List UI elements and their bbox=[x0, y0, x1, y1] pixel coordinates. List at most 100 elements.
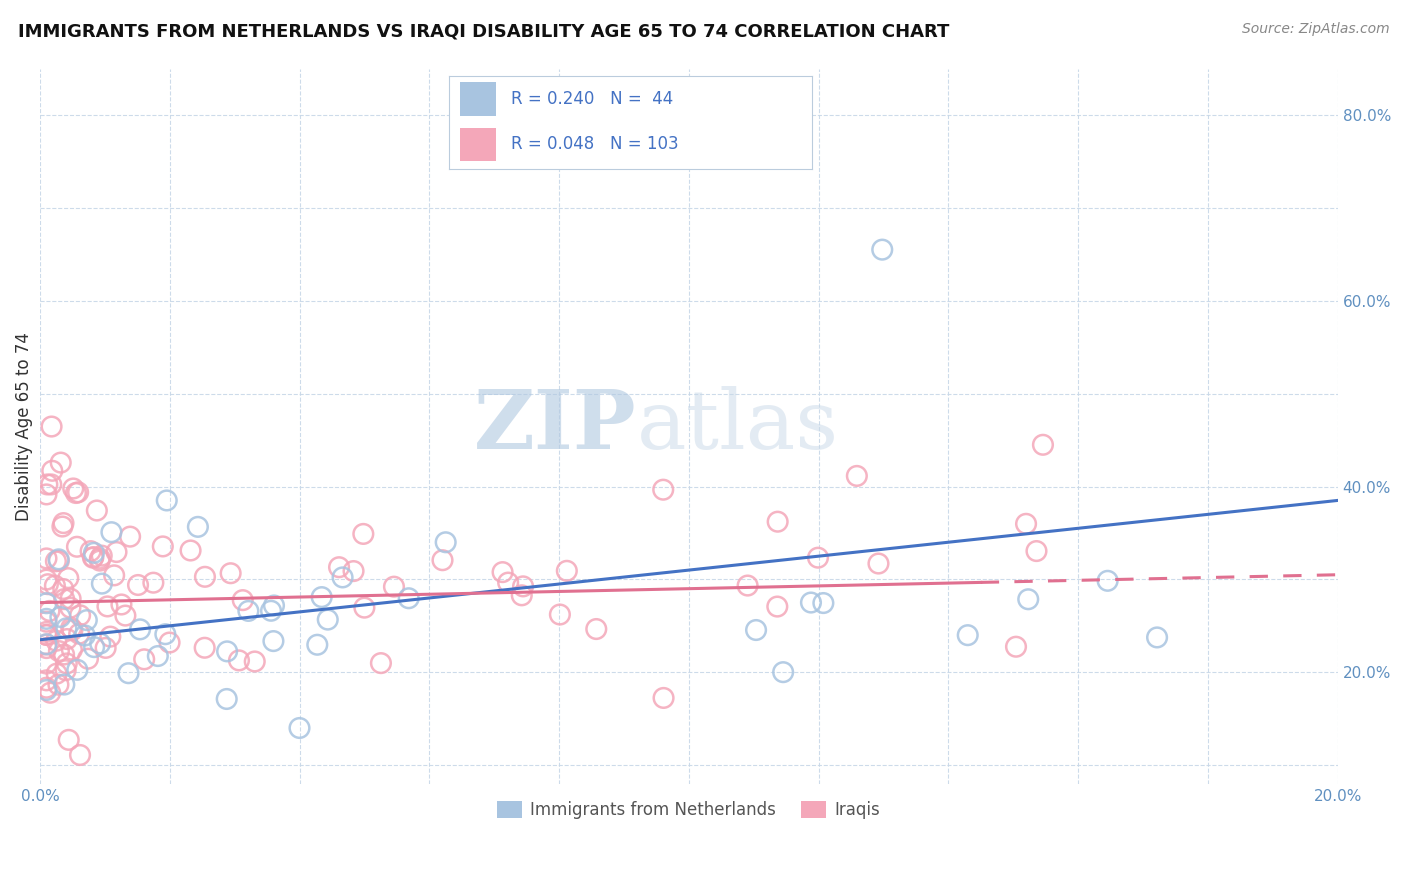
Point bbox=[59, 600, 82, 615]
Point bbox=[232, 593, 254, 607]
Point bbox=[89, 551, 111, 566]
Legend: Immigrants from Netherlands, Iraqis: Immigrants from Netherlands, Iraqis bbox=[491, 794, 887, 825]
Point bbox=[35, 573, 58, 587]
Point bbox=[103, 568, 125, 582]
Point bbox=[48, 678, 70, 692]
Point bbox=[370, 656, 392, 670]
Point bbox=[89, 553, 111, 567]
Point bbox=[152, 540, 174, 554]
Point bbox=[100, 525, 122, 540]
Point bbox=[69, 608, 91, 623]
Point bbox=[352, 527, 374, 541]
Point bbox=[217, 644, 239, 658]
Point bbox=[555, 564, 578, 578]
Point bbox=[219, 566, 242, 581]
Point bbox=[652, 483, 675, 497]
Point bbox=[1005, 640, 1028, 654]
Point bbox=[652, 690, 675, 705]
Point bbox=[90, 576, 112, 591]
Point bbox=[35, 487, 58, 501]
Point bbox=[52, 516, 75, 530]
Point bbox=[49, 456, 72, 470]
Point bbox=[67, 485, 90, 500]
Point bbox=[800, 595, 823, 609]
Point bbox=[129, 623, 152, 637]
Point bbox=[127, 578, 149, 592]
Point bbox=[491, 565, 513, 579]
Point bbox=[243, 655, 266, 669]
Point bbox=[114, 608, 136, 623]
Text: ZIP: ZIP bbox=[474, 386, 637, 467]
Point bbox=[142, 575, 165, 590]
Point bbox=[58, 571, 80, 585]
Point bbox=[187, 520, 209, 534]
Point bbox=[35, 615, 58, 629]
Point bbox=[45, 666, 67, 681]
Point bbox=[737, 578, 759, 592]
Point bbox=[52, 582, 75, 596]
Point bbox=[35, 624, 58, 639]
Point bbox=[134, 652, 156, 666]
Point bbox=[772, 665, 794, 680]
Point bbox=[332, 570, 354, 584]
Point bbox=[585, 622, 607, 636]
Point bbox=[1097, 574, 1119, 588]
Point bbox=[434, 535, 457, 549]
Point bbox=[766, 599, 789, 614]
Point bbox=[496, 575, 519, 590]
Point bbox=[35, 612, 58, 626]
Text: IMMIGRANTS FROM NETHERLANDS VS IRAQI DISABILITY AGE 65 TO 74 CORRELATION CHART: IMMIGRANTS FROM NETHERLANDS VS IRAQI DIS… bbox=[18, 22, 949, 40]
Point bbox=[117, 666, 139, 681]
Point bbox=[82, 550, 104, 565]
Point bbox=[260, 604, 283, 618]
Point bbox=[180, 543, 202, 558]
Point bbox=[53, 592, 76, 607]
Point bbox=[316, 613, 339, 627]
Point bbox=[35, 683, 58, 698]
Point bbox=[53, 648, 76, 662]
Point bbox=[86, 503, 108, 517]
Point bbox=[146, 648, 169, 663]
Point bbox=[288, 721, 311, 735]
Point bbox=[194, 640, 217, 655]
Point bbox=[432, 553, 454, 567]
Point bbox=[96, 599, 118, 614]
Point bbox=[159, 635, 181, 649]
Point bbox=[56, 632, 79, 646]
Point bbox=[35, 628, 58, 642]
Point bbox=[1032, 438, 1054, 452]
Point bbox=[69, 747, 91, 762]
Point bbox=[35, 551, 58, 566]
Point bbox=[48, 554, 70, 568]
Point bbox=[228, 653, 250, 667]
Point bbox=[48, 552, 70, 566]
Point bbox=[38, 604, 60, 618]
Point bbox=[35, 641, 58, 656]
Point bbox=[48, 644, 70, 658]
Point bbox=[37, 577, 59, 591]
Point bbox=[262, 634, 284, 648]
Point bbox=[1146, 631, 1168, 645]
Point bbox=[155, 627, 177, 641]
Point bbox=[60, 621, 83, 635]
Point bbox=[90, 549, 112, 563]
Point bbox=[512, 579, 534, 593]
Point bbox=[745, 623, 768, 637]
Point bbox=[353, 600, 375, 615]
Point bbox=[868, 557, 890, 571]
Point bbox=[870, 243, 893, 257]
Point bbox=[813, 596, 835, 610]
Point bbox=[73, 628, 96, 642]
Text: Source: ZipAtlas.com: Source: ZipAtlas.com bbox=[1241, 22, 1389, 37]
Point bbox=[35, 596, 58, 610]
Point bbox=[45, 633, 67, 648]
Point bbox=[79, 544, 101, 558]
Point bbox=[37, 477, 59, 491]
Point bbox=[35, 628, 58, 642]
Point bbox=[53, 677, 76, 691]
Point bbox=[342, 564, 364, 578]
Point bbox=[58, 732, 80, 747]
Point bbox=[62, 623, 84, 637]
Point bbox=[766, 515, 789, 529]
Point bbox=[311, 590, 333, 604]
